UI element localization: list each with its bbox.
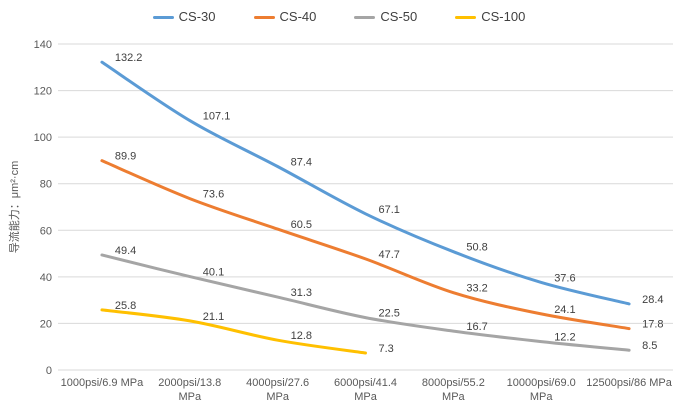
legend-marker-cs-100 <box>455 15 477 19</box>
data-label-cs-100: 12.8 <box>291 330 312 342</box>
y-tick-label: 80 <box>40 179 52 191</box>
y-tick-label: 60 <box>40 225 52 237</box>
data-label-cs-50: 12.2 <box>554 332 575 344</box>
legend-label: CS-50 <box>380 9 418 24</box>
x-tick-label: 6000psi/41.4 MPa <box>334 377 397 403</box>
data-label-cs-30: 107.1 <box>203 111 231 123</box>
y-tick-label: 100 <box>34 132 52 144</box>
x-tick-label: 2000psi/13.8 MPa <box>158 377 222 403</box>
x-tick-label: 8000psi/55.2 MPa <box>421 377 485 403</box>
data-label-cs-30: 87.4 <box>291 157 312 169</box>
data-label-cs-40: 17.8 <box>642 319 663 331</box>
y-tick-label: 140 <box>34 39 52 51</box>
legend-marker-cs-40 <box>253 15 275 19</box>
legend-label: CS-40 <box>279 9 317 24</box>
legend-marker-cs-30 <box>152 15 174 19</box>
data-label-cs-100: 25.8 <box>115 300 136 312</box>
series-line-cs-40 <box>100 159 631 331</box>
data-label-cs-50: 22.5 <box>379 308 400 320</box>
data-label-cs-30: 37.6 <box>554 272 575 284</box>
data-label-cs-50: 8.5 <box>642 340 657 352</box>
data-label-cs-40: 24.1 <box>554 304 575 316</box>
x-tick-label: 12500psi/86 MPa <box>586 377 672 389</box>
legend-label: CS-100 <box>481 9 526 24</box>
chart-legend: CS-30 CS-40 CS-50 CS-100 <box>0 8 678 26</box>
data-label-cs-50: 31.3 <box>291 287 312 299</box>
series-line-cs-30 <box>100 60 631 306</box>
y-tick-label: 0 <box>46 365 52 377</box>
data-label-cs-40: 60.5 <box>291 219 312 231</box>
data-label-cs-100: 21.1 <box>203 311 224 323</box>
y-tick-label: 40 <box>40 272 52 284</box>
data-label-cs-100: 7.3 <box>379 343 394 355</box>
legend-item-cs-50: CS-50 <box>354 8 417 26</box>
data-label-cs-30: 50.8 <box>466 242 487 254</box>
legend-marker-cs-50 <box>354 15 376 19</box>
series-line-cs-50 <box>100 253 631 352</box>
data-label-cs-40: 73.6 <box>203 189 224 201</box>
data-label-cs-30: 67.1 <box>379 204 400 216</box>
legend-item-cs-40: CS-40 <box>253 8 317 26</box>
x-tick-label: 4000psi/27.6 MPa <box>246 377 310 403</box>
data-label-cs-40: 33.2 <box>466 283 487 295</box>
series-line-cs-100 <box>100 308 367 355</box>
data-label-cs-30: 28.4 <box>642 294 663 306</box>
legend-label: CS-30 <box>178 9 216 24</box>
data-label-cs-40: 89.9 <box>115 151 136 163</box>
x-tick-label: 10000psi/69.0 MPa <box>506 377 576 403</box>
legend-item-cs-30: CS-30 <box>152 8 216 26</box>
data-label-cs-30: 132.2 <box>115 52 143 64</box>
y-axis-title: 导流能力：μm²·cm <box>9 160 21 254</box>
data-label-cs-50: 40.1 <box>203 267 224 279</box>
data-label-cs-50: 16.7 <box>466 321 487 333</box>
data-label-cs-40: 47.7 <box>379 249 400 261</box>
y-tick-label: 20 <box>40 318 52 330</box>
legend-item-cs-100: CS-100 <box>455 8 525 26</box>
data-label-cs-50: 49.4 <box>115 245 136 257</box>
x-tick-label: 1000psi/6.9 MPa <box>60 377 144 389</box>
y-tick-label: 120 <box>34 86 52 98</box>
